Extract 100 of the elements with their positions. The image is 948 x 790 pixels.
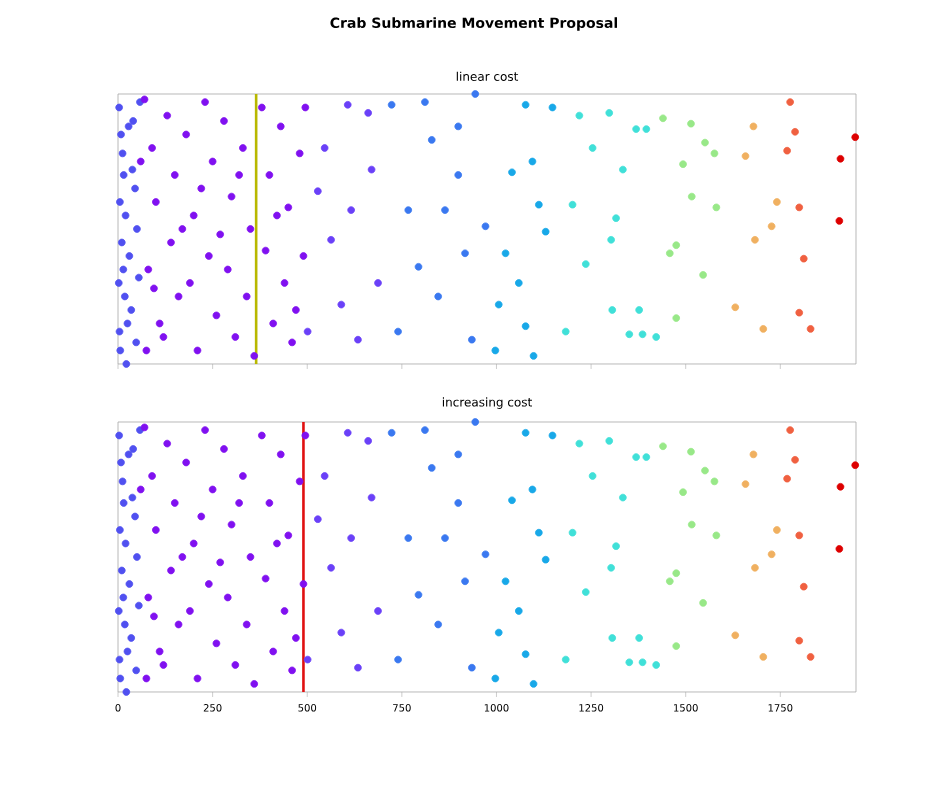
point [288,338,296,347]
point [276,122,285,131]
point [239,144,247,152]
point [767,550,776,559]
point [568,200,577,209]
point [712,531,721,540]
point [701,466,709,475]
point [242,620,251,629]
point [178,225,187,233]
point [427,136,436,144]
point [223,593,232,602]
point [795,531,804,540]
point [528,485,537,494]
point [189,539,198,548]
point [119,265,128,274]
point [561,655,570,664]
point [127,634,136,642]
point [659,114,667,123]
point [193,346,202,355]
point [710,149,719,158]
point [273,211,281,220]
point [212,639,221,648]
point [541,555,550,564]
point [731,303,740,312]
point [258,431,266,440]
point [387,100,396,109]
point [284,203,293,212]
point [481,222,490,231]
point [116,198,124,206]
point [127,306,136,314]
point [148,472,156,480]
point [414,262,423,271]
point [142,674,151,683]
point [632,453,640,461]
point [759,653,768,661]
point [414,590,423,599]
point [250,680,259,688]
point [114,607,123,615]
point [710,477,719,486]
point [441,206,449,214]
point [320,472,329,480]
point [121,539,130,548]
point [205,252,213,260]
point [189,211,198,220]
point [115,103,123,112]
point [261,246,270,255]
point [491,346,500,355]
point [575,111,584,120]
point [607,235,615,244]
point [581,260,590,268]
point [605,109,614,117]
point [612,214,620,222]
point [374,607,382,615]
point [454,122,463,131]
point [541,227,550,236]
point [337,628,346,637]
point [119,593,128,602]
point [303,327,312,336]
point [292,306,300,314]
point [421,98,429,106]
point [163,111,172,120]
point [687,192,696,201]
point [116,346,125,355]
point [427,464,436,472]
point [121,292,129,301]
point [652,333,660,341]
point [454,499,463,507]
point [749,122,758,131]
point [548,103,557,112]
point [731,631,740,640]
point [605,437,614,445]
point [201,426,209,434]
point [269,319,277,328]
point [288,666,296,675]
point [144,265,153,274]
point [638,330,647,339]
point [174,620,183,629]
point [851,133,860,141]
point [699,271,707,279]
point [759,325,768,333]
point [128,493,137,502]
point [394,327,402,336]
point [374,279,382,287]
point [273,539,281,548]
point [575,439,584,448]
point [132,666,140,675]
point [118,477,127,486]
point [638,658,647,667]
point [461,249,469,258]
point [581,588,590,596]
point [786,426,794,434]
point [136,157,145,166]
point [284,531,293,540]
point [799,254,808,263]
point [666,577,674,586]
point [159,661,168,669]
point [123,647,132,656]
point [343,428,352,437]
point [178,553,187,561]
point [625,658,634,667]
